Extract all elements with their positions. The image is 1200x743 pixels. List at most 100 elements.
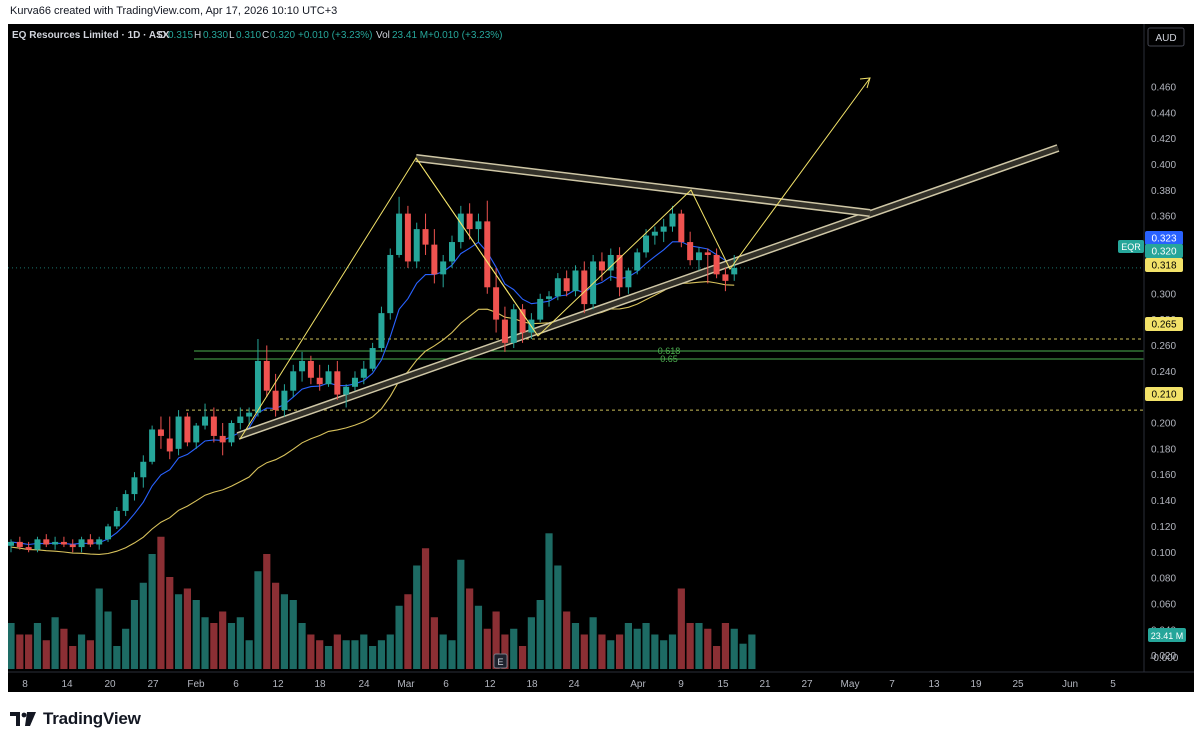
- volume-bar: [69, 646, 77, 669]
- candle-body: [519, 309, 526, 333]
- tradingview-brand[interactable]: TradingView: [10, 709, 141, 729]
- candle-body: [140, 461, 147, 478]
- candle-body: [105, 526, 112, 540]
- time-tick-label: 12: [272, 679, 284, 690]
- time-tick-label: 6: [443, 679, 449, 690]
- volume-bar: [360, 634, 368, 669]
- time-tick-label: 15: [717, 679, 729, 690]
- volume-bar: [42, 640, 50, 669]
- candle-body: [404, 213, 411, 262]
- volume-bar: [598, 634, 606, 669]
- candle-body: [607, 254, 614, 271]
- volume-bar: [219, 611, 227, 669]
- volume-bar: [439, 634, 447, 669]
- candle-body: [510, 309, 517, 343]
- volume-bar: [633, 628, 641, 669]
- candle-body: [228, 423, 235, 443]
- candle-body: [219, 435, 226, 443]
- time-tick-label: 27: [801, 679, 813, 690]
- time-tick-label: Jun: [1062, 679, 1078, 690]
- volume-bar: [527, 617, 535, 669]
- volume-bar: [704, 628, 712, 669]
- open-label: O: [158, 30, 166, 41]
- price-tick-label: 0.140: [1151, 496, 1176, 507]
- candle-body: [52, 541, 59, 545]
- time-tick-label: Mar: [397, 679, 415, 690]
- candle-body: [493, 287, 500, 320]
- volume-bar: [466, 588, 474, 669]
- volume-bar: [51, 617, 59, 669]
- volume-bars: [7, 533, 756, 669]
- tradingview-logo-icon: [10, 712, 36, 726]
- chart-credit: Kurva66 created with TradingView.com, Ap…: [10, 5, 338, 17]
- time-tick-label: 20: [104, 679, 116, 690]
- volume-bar: [501, 634, 509, 669]
- price-tick-label: 0.060: [1151, 599, 1176, 610]
- volume-bar: [342, 640, 350, 669]
- candle-body: [272, 390, 279, 411]
- candle-body: [184, 416, 191, 443]
- time-tick-label: Apr: [630, 679, 646, 690]
- volume-bar: [474, 605, 483, 669]
- volume-tag-label: 23.41 M: [1151, 631, 1184, 641]
- low-value: 0.310: [236, 30, 261, 41]
- candle-body: [237, 416, 244, 423]
- time-tick-label: 24: [358, 679, 370, 690]
- volume-bar: [545, 533, 553, 669]
- candle-body: [440, 261, 447, 275]
- volume-bar: [174, 594, 183, 669]
- candle-body: [69, 544, 76, 548]
- candle-body: [678, 213, 685, 243]
- volume-change: +0.010 (+3.23%): [428, 30, 503, 41]
- candle-body: [501, 319, 508, 343]
- candle-body: [131, 477, 138, 495]
- volume-label: Vol: [376, 30, 390, 41]
- candle-body: [431, 244, 438, 275]
- volume-bar: [739, 643, 747, 669]
- candle-body: [616, 254, 623, 288]
- volume-bar: [518, 646, 527, 669]
- volume-bar: [589, 617, 597, 669]
- earnings-badge[interactable]: [493, 653, 508, 669]
- ohlc-legend: EQ Resources Limited · 1D · ASX O 0.315 …: [12, 30, 503, 41]
- candle-body: [25, 547, 32, 550]
- volume-bar: [642, 623, 650, 669]
- volume-bar: [695, 623, 703, 669]
- price-tick-label: 0.420: [1151, 134, 1176, 145]
- price-tick-label: 0.160: [1151, 470, 1176, 481]
- volume-bar: [615, 634, 624, 669]
- candle-body: [87, 539, 94, 545]
- volume-bar: [86, 640, 94, 669]
- volume-bar: [7, 623, 15, 669]
- volume-bar: [660, 640, 668, 669]
- price-tag-label: 0.210: [1151, 390, 1176, 401]
- price-tag: [1145, 258, 1183, 272]
- volume-bar: [421, 548, 430, 669]
- candle-body: [43, 539, 50, 545]
- volume-tag: [1148, 628, 1186, 642]
- candle-body: [634, 252, 641, 271]
- price-tags: 0.323 0.320 0.318 0.265 0.210: [1145, 231, 1183, 401]
- tradingview-wordmark: TradingView: [43, 709, 141, 728]
- volume-bar: [395, 605, 403, 669]
- currency-button[interactable]: [1147, 27, 1185, 47]
- time-tick-label: 9: [678, 679, 684, 690]
- candle-body: [113, 510, 120, 527]
- candles: [8, 196, 738, 553]
- symbol-label: EQ Resources Limited · 1D · ASX: [12, 30, 170, 41]
- candle-body: [475, 221, 482, 230]
- candle-body: [193, 425, 200, 443]
- candle-body: [660, 226, 667, 232]
- volume-bar: [668, 634, 677, 669]
- candle-body: [396, 213, 403, 255]
- volume-bar: [60, 628, 68, 669]
- volume-value: 23.41 M: [392, 30, 428, 41]
- resistance-trendline-inner: [415, 155, 871, 216]
- candle-body: [546, 296, 553, 299]
- change-value: +0.010 (+3.23%): [298, 30, 373, 41]
- time-tick-label: 8: [22, 679, 28, 690]
- price-tag: [1145, 317, 1183, 331]
- ema-fast-line: [10, 241, 735, 546]
- candle-body: [175, 416, 182, 449]
